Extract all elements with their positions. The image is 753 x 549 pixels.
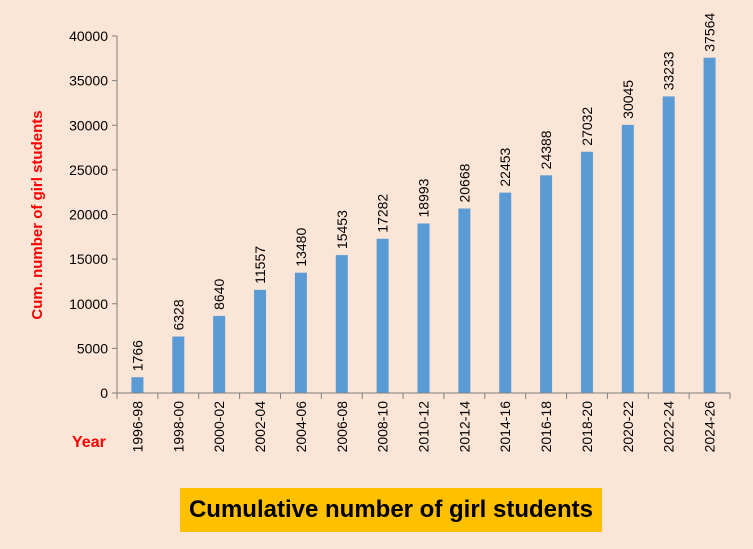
data-label: 37564 [702,13,718,52]
x-tick-label: 2020-22 [620,401,636,453]
x-tick-label: 1998-00 [170,401,186,453]
bar [131,377,144,393]
chart-title-box: Cumulative number of girl students [180,488,602,532]
x-tick-label: 2006-08 [334,401,350,453]
data-label: 11557 [252,246,268,284]
bar [254,289,267,393]
y-tick-label: 15000 [69,251,108,267]
bar [499,192,512,393]
y-tick-label: 25000 [69,162,108,178]
data-label: 20668 [456,163,472,202]
y-tick-label: 0 [100,385,108,401]
y-tick-label: 40000 [69,28,108,44]
data-label: 27032 [579,107,595,146]
bar [172,336,185,393]
x-axis-ticks: 1996-98 1998-00 2000-02 2002-04 2004-06 2006-… [116,393,731,453]
x-tick-label: 1996-98 [129,401,145,453]
x-tick-label: 2012-14 [456,401,472,453]
x-tick-label: 2004-06 [293,401,309,453]
data-label: 17282 [375,194,391,233]
data-label: 22453 [497,147,513,186]
bars-group: 1766 6328 8640 11557 13480 15453 17282 18993 206… [129,13,718,393]
y-tick-label: 20000 [69,207,108,223]
bar [621,124,634,393]
bar [376,238,389,393]
y-tick-label: 5000 [77,340,108,356]
bar [294,272,307,393]
x-tick-label: 2016-18 [538,401,554,453]
x-tick-label: 2008-10 [375,401,391,453]
data-label: 24388 [538,130,554,169]
x-tick-label: 2022-24 [661,401,677,453]
x-tick-label: 2002-04 [252,401,268,453]
bar [580,151,593,393]
y-tick-label: 10000 [69,296,108,312]
data-label: 33233 [661,51,677,90]
data-label: 6328 [170,299,186,330]
bar [335,255,348,393]
x-axis-label: Year [72,434,106,451]
y-tick-label: 35000 [69,73,108,89]
bar [458,208,471,393]
bar [662,96,675,393]
x-tick-label: 2010-12 [416,401,432,453]
y-axis-label: Cum. number of girl students [29,110,46,319]
bar [540,175,553,393]
bar [417,223,430,393]
x-tick-label: 2000-02 [211,401,227,453]
data-label: 8640 [211,279,227,310]
data-label: 30045 [620,80,636,119]
data-label: 18993 [416,178,432,217]
data-label: 13480 [293,228,309,267]
chart-title: Cumulative number of girl students [188,496,594,523]
x-tick-label: 2014-16 [497,401,513,453]
x-tick-label: 2018-20 [579,401,595,453]
bar [213,315,226,393]
data-label: 1766 [129,340,145,371]
bar [703,57,716,393]
y-tick-label: 30000 [69,117,108,133]
y-axis-ticks: 0 5000 10000 15000 20000 25000 30000 35000 40000 [69,28,117,401]
x-tick-label: 2024-26 [702,401,718,453]
data-label: 15453 [334,210,350,249]
